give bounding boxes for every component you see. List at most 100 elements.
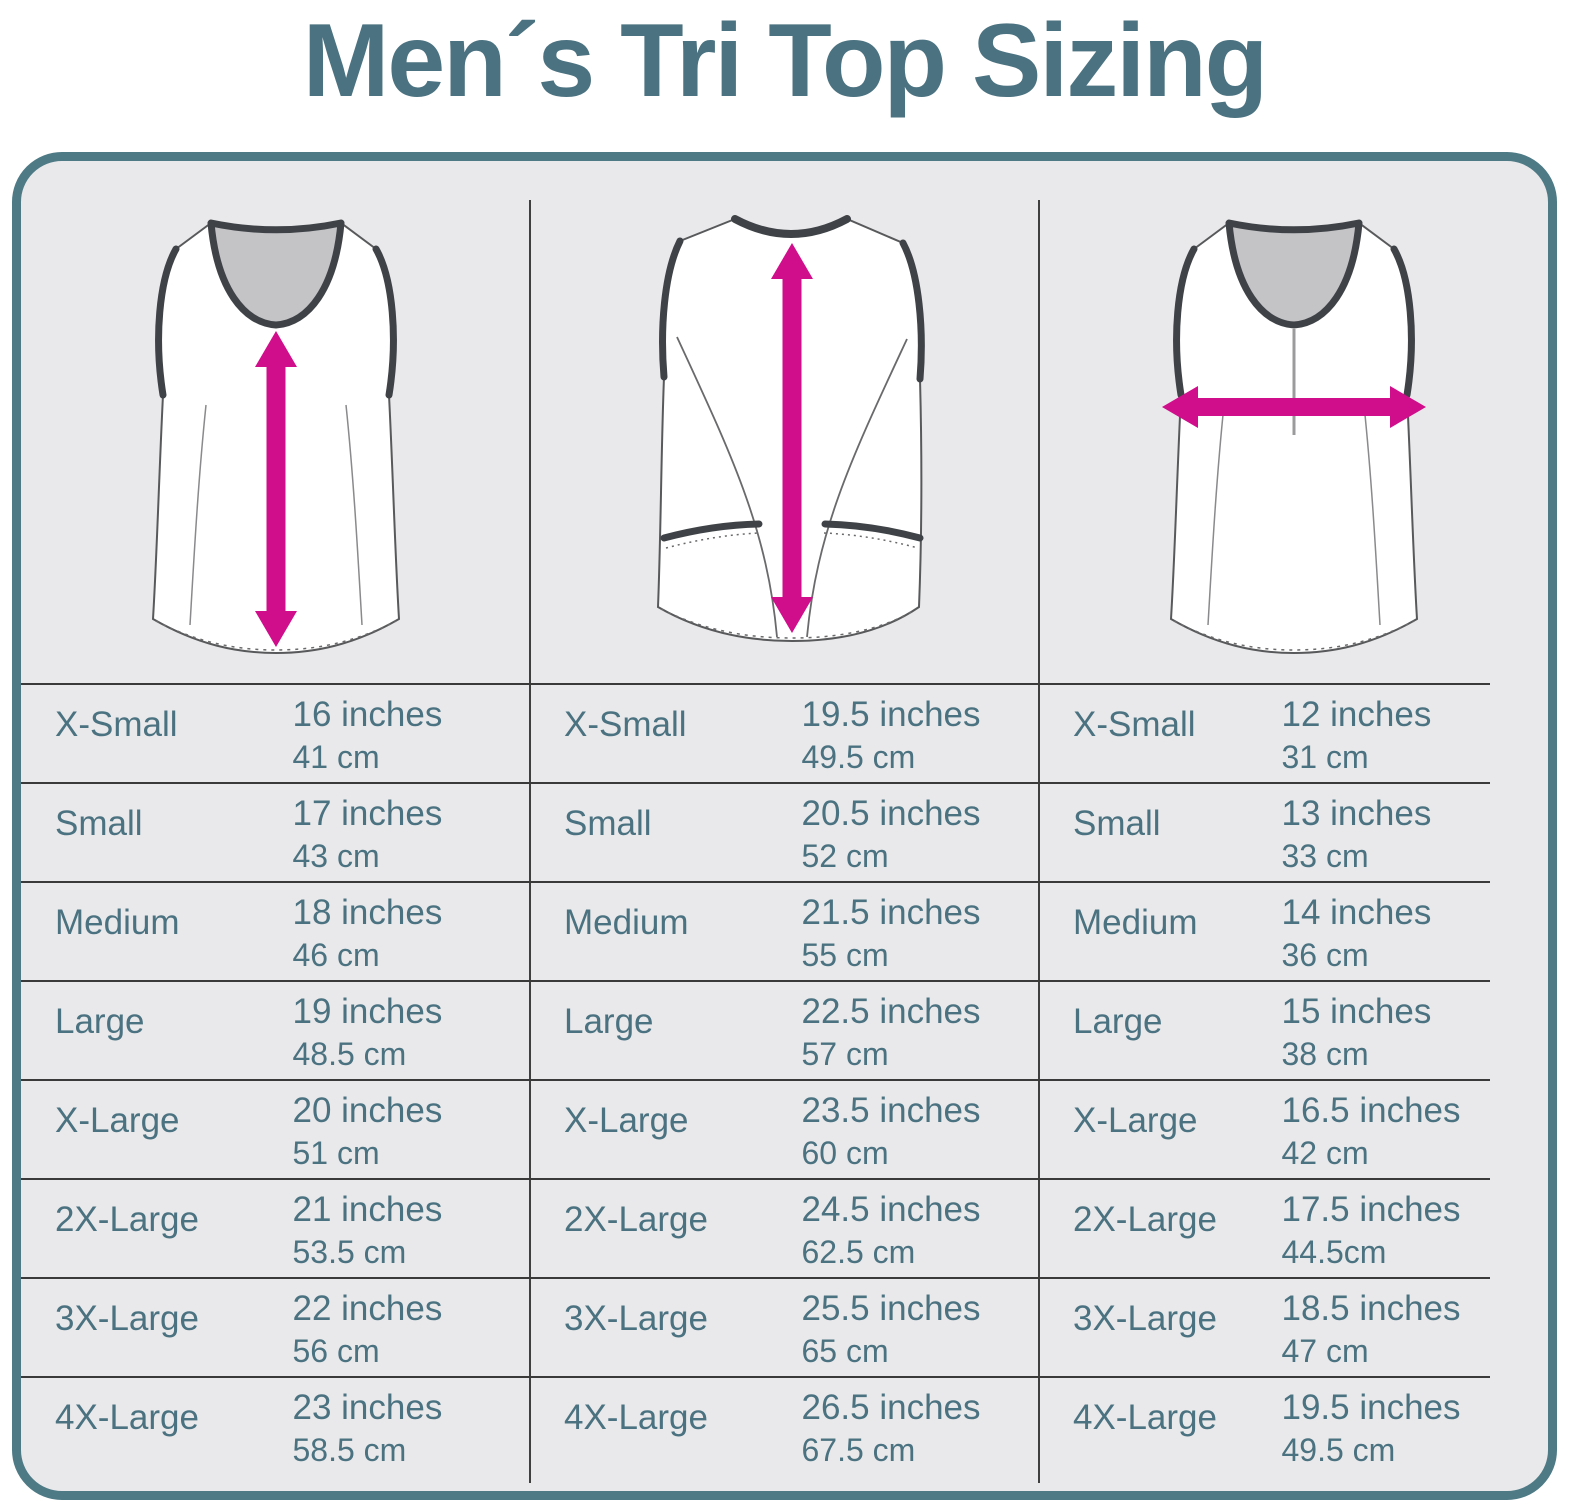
table-row: 4X-Large 23 inches 58.5 cm bbox=[21, 1376, 530, 1475]
cm-value: 53.5 cm bbox=[292, 1234, 407, 1270]
chest-width-column: X-Small 12 inches 31 cm Small 13 inches 33… bbox=[1039, 161, 1548, 1491]
back-length-column: X-Small 19.5 inches 49.5 cm Small 20.5 in… bbox=[530, 161, 1039, 1491]
table-row: Large 19 inches 48.5 cm bbox=[21, 980, 530, 1079]
inches-value: 17.5 inches bbox=[1281, 1190, 1461, 1229]
back-neck-trim bbox=[730, 215, 851, 238]
table-row: Large 22.5 inches 57 cm bbox=[530, 980, 1039, 1079]
left-pocket-stitch bbox=[665, 532, 760, 549]
cm-value: 67.5 cm bbox=[801, 1432, 916, 1468]
inches-value: 22 inches bbox=[292, 1289, 443, 1328]
cm-value: 56 cm bbox=[292, 1333, 380, 1369]
table-row: Small 17 inches 43 cm bbox=[21, 782, 530, 881]
hem-stitch-line bbox=[660, 608, 916, 639]
size-name: Small bbox=[1073, 804, 1161, 843]
cm-value: 33 cm bbox=[1281, 838, 1369, 874]
back-length-table: X-Small 19.5 inches 49.5 cm Small 20.5 in… bbox=[530, 683, 1039, 1475]
tri-top-front-icon bbox=[151, 219, 400, 655]
inches-value: 25.5 inches bbox=[801, 1289, 981, 1328]
right-pocket-edge bbox=[821, 520, 923, 542]
column-divider bbox=[1037, 200, 1040, 1483]
tri-top-front-zip-illustration bbox=[1039, 161, 1548, 683]
table-row: X-Small 19.5 inches 49.5 cm bbox=[530, 683, 1039, 782]
cm-value: 57 cm bbox=[801, 1036, 889, 1072]
size-name: Medium bbox=[564, 903, 689, 942]
cm-value: 55 cm bbox=[801, 937, 889, 973]
tri-top-back-illustration bbox=[530, 161, 1039, 683]
size-name: 4X-Large bbox=[1073, 1398, 1217, 1437]
cm-value: 49.5 cm bbox=[1281, 1432, 1396, 1468]
size-name: X-Small bbox=[1073, 705, 1196, 744]
size-name: 4X-Large bbox=[55, 1398, 199, 1437]
cm-value: 60 cm bbox=[801, 1135, 889, 1171]
size-name: 3X-Large bbox=[1073, 1299, 1217, 1338]
size-name: 2X-Large bbox=[55, 1200, 199, 1239]
front-length-arrow-icon bbox=[254, 331, 297, 647]
right-panel-seam bbox=[805, 338, 908, 638]
table-row: 3X-Large 25.5 inches 65 cm bbox=[530, 1277, 1039, 1376]
front-length-column: X-Small 16 inches 41 cm Small 17 inches 43… bbox=[21, 161, 530, 1491]
chest-width-table: X-Small 12 inches 31 cm Small 13 inches 33… bbox=[1039, 683, 1548, 1475]
table-row: 3X-Large 18.5 inches 47 cm bbox=[1039, 1277, 1490, 1376]
neck-opening bbox=[207, 219, 344, 329]
front-length-table: X-Small 16 inches 41 cm Small 17 inches 43… bbox=[21, 683, 530, 1475]
cm-value: 47 cm bbox=[1281, 1333, 1369, 1369]
table-row: 2X-Large 21 inches 53.5 cm bbox=[21, 1178, 530, 1277]
left-armhole-trim bbox=[154, 245, 179, 399]
right-armhole-trim bbox=[372, 245, 397, 399]
cm-value: 36 cm bbox=[1281, 937, 1369, 973]
size-name: 2X-Large bbox=[1073, 1200, 1217, 1239]
size-name: 2X-Large bbox=[564, 1200, 708, 1239]
left-seam bbox=[1206, 404, 1225, 626]
chest-width-arrow-icon bbox=[1161, 386, 1426, 428]
table-row: X-Large 23.5 inches 60 cm bbox=[530, 1079, 1039, 1178]
cm-value: 62.5 cm bbox=[801, 1234, 916, 1270]
cm-value: 43 cm bbox=[292, 838, 380, 874]
table-row: Large 15 inches 38 cm bbox=[1039, 980, 1490, 1079]
inches-value: 18 inches bbox=[292, 893, 443, 932]
hem-stitch-line bbox=[1173, 620, 1414, 651]
back-length-arrow-icon bbox=[770, 243, 813, 633]
table-row: 2X-Large 17.5 inches 44.5cm bbox=[1039, 1178, 1490, 1277]
inches-value: 16 inches bbox=[292, 695, 443, 734]
right-armhole-trim bbox=[899, 239, 925, 383]
table-row: Medium 21.5 inches 55 cm bbox=[530, 881, 1039, 980]
inches-value: 23 inches bbox=[292, 1388, 443, 1427]
table-row: Small 13 inches 33 cm bbox=[1039, 782, 1490, 881]
size-name: Large bbox=[1073, 1002, 1163, 1041]
column-divider bbox=[528, 200, 531, 1483]
inches-value: 15 inches bbox=[1281, 992, 1432, 1031]
inches-value: 19.5 inches bbox=[801, 695, 981, 734]
right-pocket-stitch bbox=[823, 532, 918, 549]
sizing-panel: X-Small 16 inches 41 cm Small 17 inches 43… bbox=[12, 152, 1557, 1500]
cm-value: 42 cm bbox=[1281, 1135, 1369, 1171]
table-row: Small 20.5 inches 52 cm bbox=[530, 782, 1039, 881]
size-name: Large bbox=[564, 1002, 654, 1041]
left-panel-seam bbox=[675, 336, 778, 638]
size-name: 3X-Large bbox=[564, 1299, 708, 1338]
table-row: 3X-Large 22 inches 56 cm bbox=[21, 1277, 530, 1376]
inches-value: 14 inches bbox=[1281, 893, 1432, 932]
inches-value: 12 inches bbox=[1281, 695, 1432, 734]
tri-top-front-illustration bbox=[21, 161, 530, 683]
cm-value: 51 cm bbox=[292, 1135, 380, 1171]
size-name: X-Large bbox=[55, 1101, 180, 1140]
inches-value: 21 inches bbox=[292, 1190, 443, 1229]
table-row: Medium 14 inches 36 cm bbox=[1039, 881, 1490, 980]
cm-value: 58.5 cm bbox=[292, 1432, 407, 1468]
size-name: Large bbox=[55, 1002, 145, 1041]
left-armhole-trim bbox=[658, 237, 683, 381]
inches-value: 19.5 inches bbox=[1281, 1388, 1461, 1427]
table-row: X-Large 16.5 inches 42 cm bbox=[1039, 1079, 1490, 1178]
table-row: 2X-Large 24.5 inches 62.5 cm bbox=[530, 1178, 1039, 1277]
cm-value: 46 cm bbox=[292, 937, 380, 973]
cm-value: 65 cm bbox=[801, 1333, 889, 1369]
cm-value: 38 cm bbox=[1281, 1036, 1369, 1072]
left-seam bbox=[188, 404, 207, 626]
size-name: X-Small bbox=[55, 705, 178, 744]
neck-opening bbox=[1225, 219, 1362, 329]
inches-value: 18.5 inches bbox=[1281, 1289, 1461, 1328]
right-armhole-trim bbox=[1390, 245, 1415, 399]
size-name: X-Large bbox=[564, 1101, 689, 1140]
inches-value: 19 inches bbox=[292, 992, 443, 1031]
